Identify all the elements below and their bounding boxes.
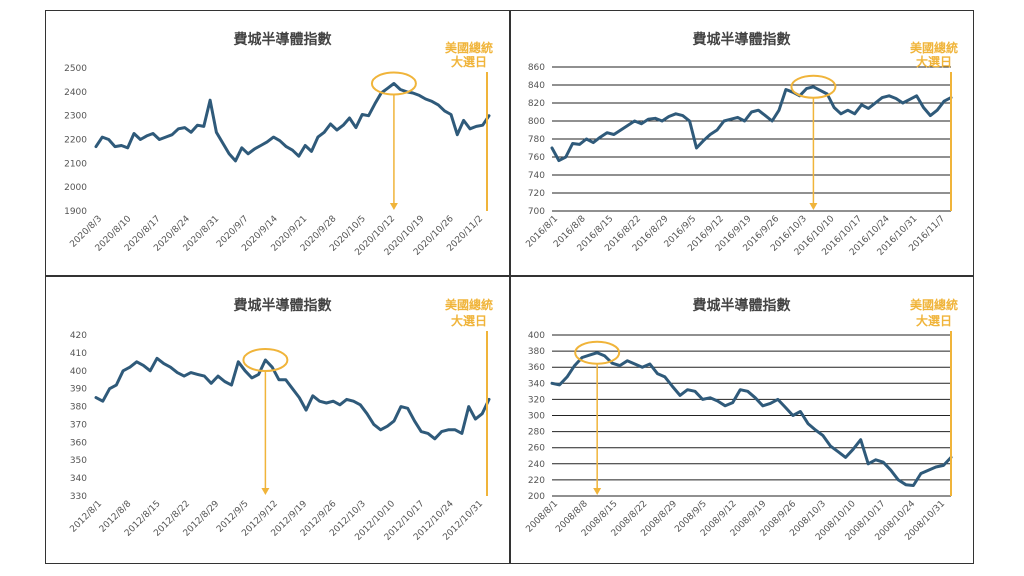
y-tick-label: 360 <box>528 363 545 373</box>
election-annotation-line1: 美國總統 <box>910 297 958 312</box>
y-tick-label: 2300 <box>64 112 87 122</box>
y-tick-label: 410 <box>70 349 87 359</box>
highlight-ellipse <box>242 348 289 373</box>
election-annotation-line2: 大選日 <box>451 54 487 69</box>
y-tick-label: 860 <box>528 63 545 73</box>
y-tick-label: 260 <box>528 444 545 454</box>
election-annotation-line1: 美國總統 <box>445 40 493 55</box>
y-tick-label: 350 <box>70 456 87 466</box>
y-tick-label: 400 <box>70 367 87 377</box>
series-line <box>94 82 491 163</box>
y-tick-label: 2100 <box>64 159 87 169</box>
series-line <box>94 356 491 441</box>
series-line <box>550 351 953 487</box>
y-tick-label: 340 <box>528 379 545 389</box>
y-tick-label: 300 <box>528 412 545 422</box>
election-annotation-line2: 大選日 <box>451 313 487 328</box>
chart-panel-2012: 費城半導體指數 330 340 350 360 370 380 390 400 410 420 201… <box>45 276 510 564</box>
y-tick-label: 380 <box>528 347 545 357</box>
y-tick-label: 220 <box>528 476 545 486</box>
y-tick-label: 280 <box>528 428 545 438</box>
election-annotation-line1: 美國總統 <box>910 40 958 55</box>
y-tick-label: 2000 <box>64 183 87 193</box>
highlight-arrow-head <box>593 488 602 495</box>
y-tick-label: 740 <box>528 171 545 181</box>
y-tick-label: 380 <box>70 403 87 413</box>
y-tick-label: 360 <box>70 438 87 448</box>
election-annotation-line1: 美國總統 <box>445 297 493 312</box>
y-tick-label: 320 <box>528 395 545 405</box>
chart-title: 費城半導體指數 <box>234 31 332 48</box>
y-tick-label: 330 <box>70 492 87 502</box>
y-tick-label: 700 <box>528 207 545 217</box>
chart-title: 費城半導體指數 <box>234 297 332 314</box>
election-annotation-line2: 大選日 <box>916 313 952 328</box>
series-line <box>550 85 953 163</box>
y-tick-label: 2200 <box>64 136 87 146</box>
chart-title: 費城半導體指數 <box>693 31 791 48</box>
y-tick-label: 370 <box>70 420 87 430</box>
y-tick-label: 420 <box>70 331 87 341</box>
election-annotation-line2: 大選日 <box>916 54 952 69</box>
y-tick-label: 720 <box>528 189 545 199</box>
y-tick-label: 800 <box>528 117 545 127</box>
y-tick-label: 340 <box>70 474 87 484</box>
highlight-ellipse <box>574 340 621 365</box>
y-tick-label: 2500 <box>64 64 87 74</box>
chart-2008: 費城半導體指數 200 220 240 260 280 300 320 340 360 380 400… <box>524 297 958 543</box>
highlight-arrow-head <box>809 203 818 210</box>
chart-title: 費城半導體指數 <box>693 297 791 314</box>
y-tick-label: 400 <box>528 331 545 341</box>
y-tick-label: 1900 <box>64 207 87 217</box>
y-tick-label: 820 <box>528 99 545 109</box>
chart-panel-2020: 費城半導體指數 1900 2000 2100 2200 2300 2400 2500 2020/… <box>45 10 510 276</box>
y-tick-label: 390 <box>70 385 87 395</box>
chart-panel-2008: 費城半導體指數 200 220 240 260 280 300 320 340 360 380 400… <box>510 276 974 564</box>
y-tick-label: 240 <box>528 460 545 470</box>
chart-2016: 費城半導體指數7007207407607808008208408602016/8… <box>524 31 958 258</box>
y-tick-label: 760 <box>528 153 545 163</box>
chart-2020: 費城半導體指數19002000210022002300240025002020/… <box>64 31 493 258</box>
highlight-arrow-head <box>261 488 270 495</box>
y-tick-label: 2400 <box>64 88 87 98</box>
y-tick-label: 780 <box>528 135 545 145</box>
highlight-arrow-head <box>389 203 398 210</box>
chart-panel-2016: 費城半導體指數 700 720 740 760 780 800 820 840 860 2016/8… <box>510 10 974 276</box>
chart-2012: 費城半導體指數330340350360370380390400410420201… <box>68 297 493 543</box>
y-tick-label: 200 <box>528 492 545 502</box>
y-tick-label: 840 <box>528 81 545 91</box>
